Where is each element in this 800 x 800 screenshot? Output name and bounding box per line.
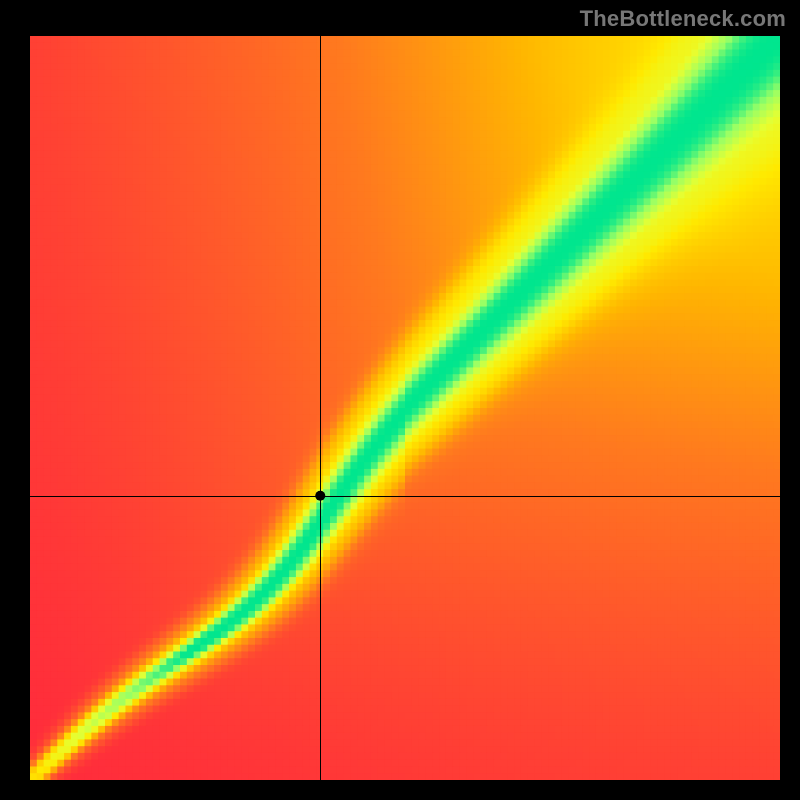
crosshair-overlay [30, 36, 780, 780]
watermark-text: TheBottleneck.com [580, 6, 786, 32]
chart-root: TheBottleneck.com [0, 0, 800, 800]
